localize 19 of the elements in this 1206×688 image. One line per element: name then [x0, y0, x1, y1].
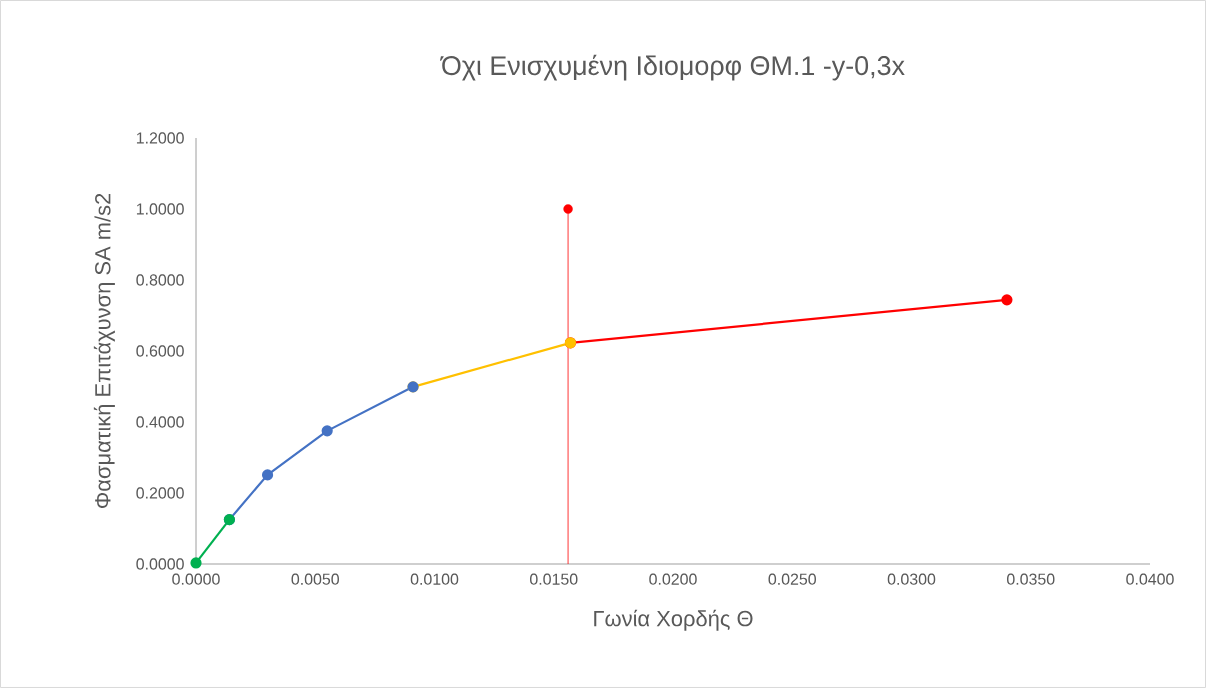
x-tick-label: 0.0000 [172, 573, 220, 585]
x-tick-label: 0.0100 [410, 573, 459, 585]
x-axis-title: Γωνία Χορδής Θ [594, 609, 753, 631]
x-tick-label: 0.0200 [649, 573, 697, 585]
chart-title: Όχι Ενισχυμένη Ιδιομορφ ΘΜ.1 -y-0,3x [440, 54, 905, 81]
y-tick-label: 0.2000 [136, 487, 184, 499]
x-tick-label: 0.0050 [291, 573, 339, 585]
x-tick-label: 0.0150 [530, 573, 578, 585]
y-tick-label: 0.6000 [136, 345, 184, 357]
y-tick-label: 0.8000 [136, 274, 184, 286]
x-tick-label: 0.0400 [1126, 573, 1174, 585]
x-tick-label: 0.0350 [1007, 573, 1055, 585]
x-tick-label: 0.0250 [768, 573, 816, 585]
x-tick-label: 0.0300 [887, 573, 936, 585]
y-tick-label: 0.0000 [136, 558, 184, 570]
y-axis-title: Φασματική Επιτάχυνση SA m/s2 [93, 193, 115, 508]
y-tick-label: 1.2000 [136, 132, 184, 144]
y-tick-label: 0.4000 [136, 416, 184, 428]
y-tick-label: 1.0000 [136, 203, 184, 215]
